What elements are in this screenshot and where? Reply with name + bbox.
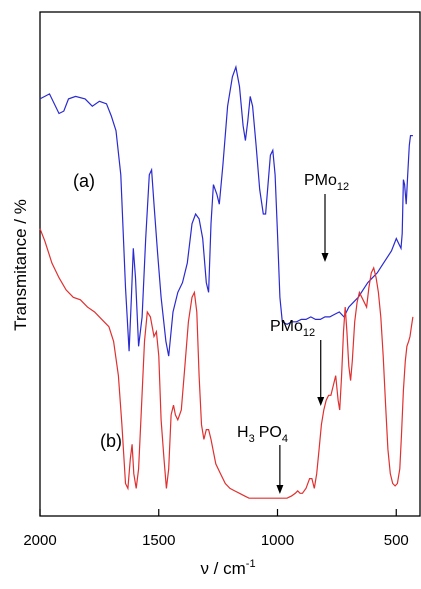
annotation-arrows [276,194,329,494]
series-b-line [39,228,414,499]
series-a-line [39,64,413,357]
arrow-pmo12-b [317,340,325,406]
x-tick-label-500: 500 [384,532,409,549]
series-b-label: (b) [100,431,122,451]
x-tick-labels: 2000 1500 1000 500 [23,532,408,549]
h3po4-label: H3 PO4 [237,424,288,445]
x-axis-label: ν / cm-1 [200,558,255,578]
series-a-label: (a) [73,171,95,191]
x-tick-label-2000: 2000 [23,532,56,549]
arrow-h3po4 [276,445,284,494]
y-axis-label: Transmitance / % [11,199,30,331]
x-ticks [39,509,397,516]
pmo12-label-b: PMo12 [270,318,315,339]
pmo12-label-a: PMo12 [304,172,349,193]
x-tick-label-1500: 1500 [142,532,175,549]
x-tick-label-1000: 1000 [261,532,294,549]
arrow-pmo12-a [321,194,329,262]
plot-frame [39,11,421,517]
